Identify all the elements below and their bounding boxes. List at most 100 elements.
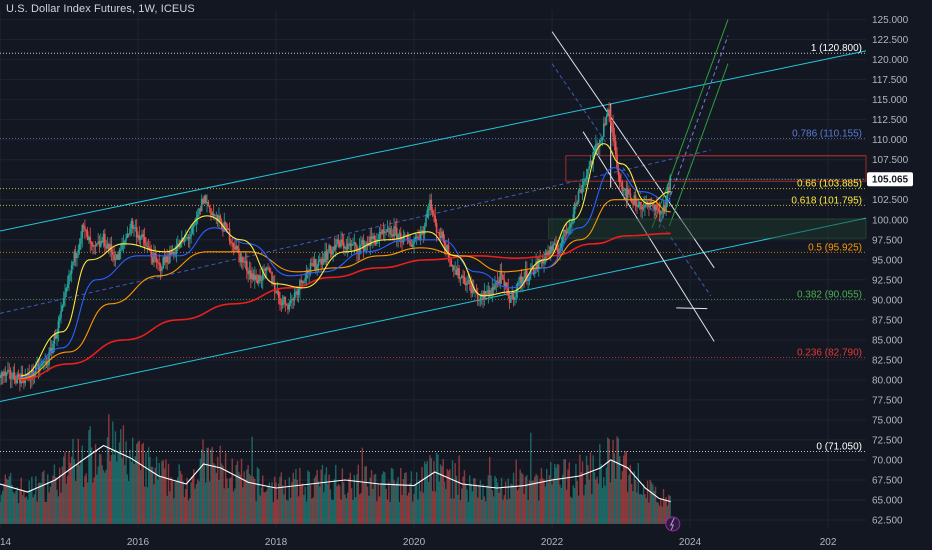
candle-body bbox=[520, 276, 523, 285]
candle-body bbox=[227, 228, 230, 230]
price-axis[interactable]: 62.500 65.000 67.500 70.000 72.500 75.000 77.5… bbox=[872, 15, 909, 526]
candle-body bbox=[311, 263, 313, 264]
volume-bar bbox=[267, 486, 269, 524]
volume-bar bbox=[357, 464, 359, 524]
candle-body bbox=[285, 304, 288, 306]
candle-body bbox=[301, 282, 304, 283]
volume-bar bbox=[657, 502, 659, 524]
candle-body bbox=[518, 282, 520, 285]
volume-bar bbox=[665, 496, 667, 524]
candle-body bbox=[386, 228, 389, 233]
candle-body bbox=[500, 271, 503, 275]
candle-body bbox=[248, 270, 251, 275]
volume-bar bbox=[203, 452, 206, 524]
candle-body bbox=[210, 208, 212, 216]
candle-body bbox=[618, 175, 621, 183]
volume-bar bbox=[35, 476, 37, 524]
candle-body bbox=[409, 240, 411, 246]
candle-body bbox=[142, 234, 145, 238]
price-tick-label: 77.500 bbox=[872, 395, 903, 406]
candle-body bbox=[417, 236, 419, 239]
candle-body bbox=[430, 199, 433, 211]
price-tick-label: 97.500 bbox=[872, 235, 903, 246]
volume-bar bbox=[626, 491, 629, 524]
volume-bar bbox=[82, 486, 85, 524]
candle-body bbox=[86, 231, 89, 241]
volume-bar bbox=[13, 493, 16, 524]
candle-body bbox=[601, 137, 604, 140]
volume-bar bbox=[214, 464, 216, 524]
volume-bar bbox=[66, 475, 69, 524]
volume-bar bbox=[316, 469, 318, 524]
candle-body bbox=[583, 180, 585, 186]
candle-body bbox=[394, 226, 397, 228]
candle-body bbox=[145, 242, 147, 247]
volume-bar bbox=[421, 466, 423, 524]
ema-long-line bbox=[20, 232, 671, 381]
volume-bar bbox=[56, 489, 58, 524]
candle-body bbox=[320, 259, 322, 265]
candle-body bbox=[322, 258, 325, 263]
volume-bar bbox=[522, 474, 524, 524]
volume-bar bbox=[78, 465, 81, 524]
volume-bar bbox=[384, 472, 386, 524]
volume-bar bbox=[396, 481, 398, 524]
price-tick-label: 62.500 bbox=[872, 515, 903, 526]
candle-body bbox=[230, 240, 232, 244]
candle-body bbox=[155, 257, 158, 262]
candle-body bbox=[657, 209, 659, 211]
volume-bar bbox=[262, 475, 264, 524]
candle-body bbox=[471, 286, 474, 294]
volume-bar bbox=[612, 440, 614, 524]
volume-bar bbox=[411, 501, 414, 524]
volume-bar bbox=[74, 481, 77, 524]
candle-body bbox=[231, 243, 234, 244]
time-axis[interactable]: 2014 2016 2018 2020 2022 2024 202 bbox=[0, 537, 837, 548]
volume-bar bbox=[324, 474, 326, 524]
volume-bar bbox=[8, 476, 10, 524]
candle-body bbox=[44, 360, 46, 362]
volume-bar bbox=[238, 472, 240, 524]
volume-bar bbox=[110, 455, 113, 524]
volume-bar bbox=[615, 478, 617, 524]
volume-bar bbox=[346, 492, 349, 524]
volume-bar bbox=[467, 501, 470, 524]
volume-bar bbox=[28, 480, 30, 524]
volume-bar bbox=[325, 467, 328, 524]
volume-bar bbox=[146, 487, 148, 524]
candle-body bbox=[364, 244, 366, 251]
candle-body bbox=[191, 227, 194, 234]
fib-label-0.786: 0.786 (110.155) bbox=[792, 128, 862, 139]
volume-bar bbox=[321, 464, 324, 524]
candle-body bbox=[504, 282, 507, 287]
volume-bar bbox=[495, 478, 497, 524]
volume-bar bbox=[629, 464, 632, 524]
candle-body bbox=[60, 310, 62, 318]
candle-body bbox=[295, 291, 297, 293]
candle-body bbox=[284, 296, 287, 305]
volume-bar bbox=[193, 469, 195, 524]
volume-bar bbox=[373, 474, 375, 524]
volume-bar bbox=[477, 497, 479, 524]
candle-body bbox=[561, 236, 564, 244]
volume-bar bbox=[224, 452, 227, 524]
volume-bar bbox=[195, 483, 198, 524]
candle-body bbox=[218, 215, 220, 222]
candle-body bbox=[76, 253, 78, 259]
volume-bar bbox=[328, 474, 330, 524]
channel-lower-line bbox=[0, 217, 867, 402]
candle-body bbox=[46, 364, 49, 366]
candle-body bbox=[49, 348, 52, 352]
price-tick-label: 120.000 bbox=[872, 55, 909, 66]
candle-body bbox=[385, 231, 387, 233]
volume-bar bbox=[223, 488, 225, 524]
candle-body bbox=[487, 290, 490, 295]
volume-bar bbox=[584, 484, 586, 524]
candle-body bbox=[215, 215, 218, 216]
candle-body bbox=[277, 291, 280, 298]
candle-body bbox=[589, 160, 592, 167]
volume-bar bbox=[401, 494, 403, 524]
candle-body bbox=[292, 298, 295, 301]
candle-body bbox=[571, 220, 573, 224]
